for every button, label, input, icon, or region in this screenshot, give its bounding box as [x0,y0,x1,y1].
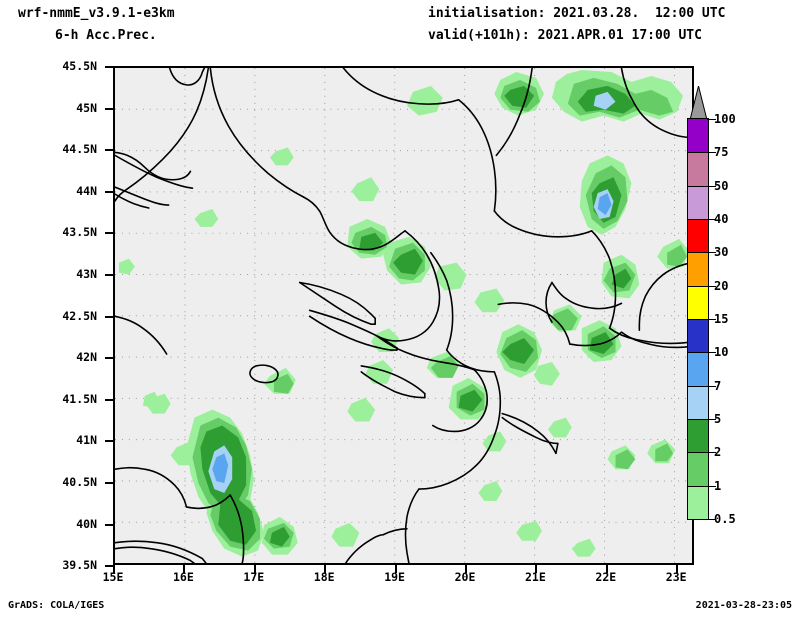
y-tick-label: 43.5N [62,225,97,240]
model-title: wrf-nmmE_v3.9.1-e3km [18,6,175,21]
y-tick-label: 41.5N [62,391,97,406]
colorbar-label: 10 [714,345,729,360]
y-tick-label: 40.5N [62,475,97,489]
colorbar-label: 1 [714,478,722,493]
x-tick-label: 18E [313,570,335,584]
y-tick-label: 40N [76,516,97,531]
precip-midblue-band [212,193,612,484]
colorbar-label: 75 [714,145,729,160]
footer-timestamp: 2021-03-28-23:05 [695,600,792,611]
y-tick-label: 45.5N [62,59,97,73]
colorbar-label: 20 [714,278,729,293]
x-tick-label: 21E [525,570,546,584]
field-title: 6-h Acc.Prec. [55,28,157,43]
initialisation-time: initialisation: 2021.03.28. 12:00 UTC [428,6,726,21]
x-tick-label: 15E [102,570,124,584]
colorbar-label: 2 [714,445,722,460]
y-tick-label: 44N [76,183,97,198]
colorbar-label: 5 [714,412,722,426]
colorbar-label: 7 [714,378,722,393]
x-tick-label: 22E [595,570,617,584]
colorbar-label: 100 [714,112,736,126]
precip-darkgreen-band [200,85,636,547]
y-tick-label: 42.5N [62,308,97,323]
x-tick-label: 17E [243,570,265,584]
x-tick-label: 16E [173,570,194,584]
x-tick-label: 19E [384,570,405,584]
y-tick-label: 43N [76,267,97,281]
y-tick-label: 45N [76,100,97,115]
x-tick-label: 23E [665,570,687,584]
y-tick-label: 44.5N [62,142,97,157]
colorbar-label: 50 [714,178,729,193]
colorbar-label: 30 [714,245,729,260]
y-tick-label: 42N [76,350,97,365]
y-tick-label: 39.5N [62,558,97,572]
y-tick-label: 41N [76,433,97,448]
map-plot-area [113,66,694,565]
map-coastlines-borders [115,68,692,564]
precipitation-colorbar [687,118,709,520]
footer-attribution: GrADS: COLA/IGES [8,600,105,611]
x-tick-label: 20E [454,570,476,584]
colorbar-label: 15 [714,312,729,326]
colorbar-label: 0.5 [714,512,736,526]
colorbar-label: 40 [714,212,729,226]
colorbar-overflow-arrow [689,86,708,120]
valid-time: valid(+101h): 2021.APR.01 17:00 UTC [428,28,702,43]
